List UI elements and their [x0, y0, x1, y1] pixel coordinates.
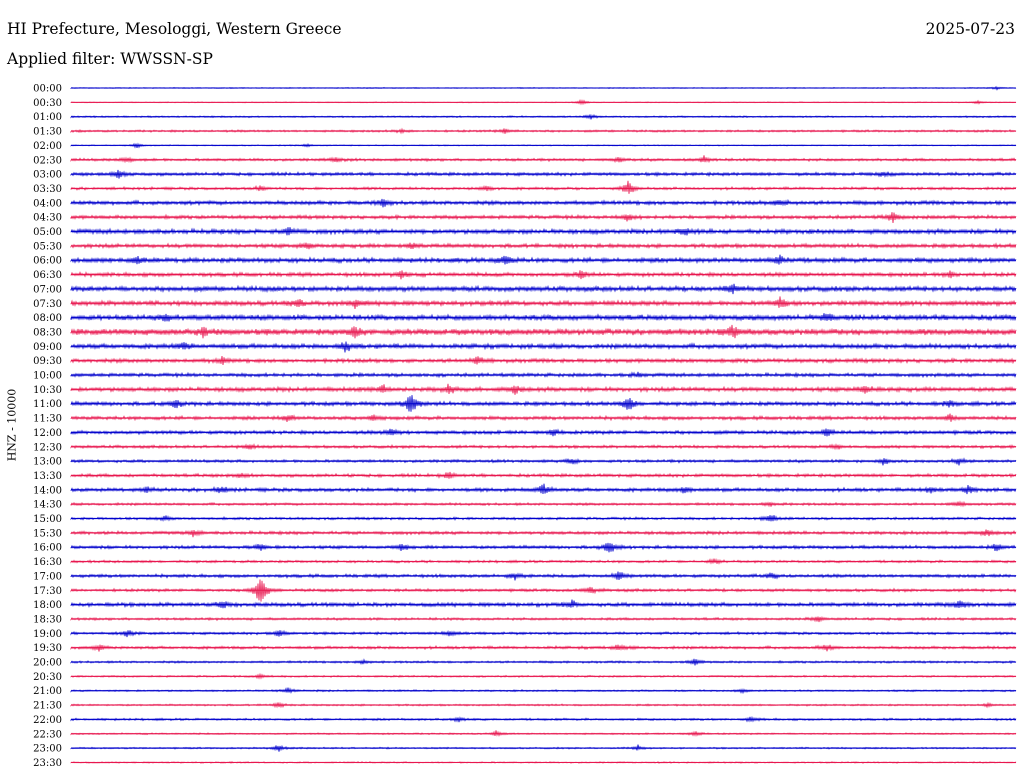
- seismic-trace-0230: [70, 155, 1017, 164]
- time-tick-label: 22:30: [33, 729, 62, 740]
- time-tick-label: 04:30: [33, 213, 62, 224]
- seismic-trace-2230: [70, 730, 1017, 737]
- station-title: HI Prefecture, Mesologgi, Western Greece: [7, 20, 342, 38]
- seismic-trace-0900: [70, 341, 1017, 353]
- seismic-trace-1300: [70, 457, 1017, 466]
- time-tick-label: 16:30: [33, 557, 62, 568]
- time-tick-label: 10:30: [33, 385, 62, 396]
- time-tick-label: 01:00: [33, 112, 62, 123]
- time-tick-label: 09:00: [33, 342, 62, 353]
- time-tick-label: 17:00: [33, 571, 62, 582]
- seismic-trace-0330: [70, 180, 1017, 194]
- time-tick-label: 02:00: [33, 141, 62, 152]
- time-tick-label: 18:30: [33, 614, 62, 625]
- time-tick-label: 07:30: [33, 299, 62, 310]
- time-tick-label: 06:30: [33, 270, 62, 281]
- seismic-trace-0600: [70, 254, 1017, 265]
- time-tick-label: 12:30: [33, 442, 62, 453]
- time-tick-label: 23:30: [33, 758, 62, 769]
- time-tick-label: 14:00: [33, 485, 62, 496]
- time-tick-label: 22:00: [33, 715, 62, 726]
- time-tick-label: 03:30: [33, 184, 62, 195]
- seismic-trace-1800: [70, 599, 1017, 609]
- time-tick-label: 15:30: [33, 528, 62, 539]
- time-tick-label: 18:00: [33, 600, 62, 611]
- time-tick-label: 09:30: [33, 356, 62, 367]
- time-tick-label: 00:00: [33, 84, 62, 95]
- time-tick-label: 05:30: [33, 241, 62, 252]
- filter-label: Applied filter: WWSSN-SP: [7, 50, 213, 68]
- time-tick-label: 07:00: [33, 284, 62, 295]
- time-tick-label: 10:00: [33, 371, 62, 382]
- seismic-trace-0730: [70, 296, 1017, 310]
- seismic-trace-0930: [70, 356, 1017, 365]
- time-tick-label: 21:00: [33, 686, 62, 697]
- time-tick-label: 01:30: [33, 127, 62, 138]
- time-tick-label: 04:00: [33, 198, 62, 209]
- seismic-trace-1530: [70, 529, 1017, 538]
- time-tick-label: 15:00: [33, 514, 62, 525]
- time-tick-label: 06:00: [33, 256, 62, 267]
- time-tick-label: 02:30: [33, 155, 62, 166]
- time-tick-label: 03:00: [33, 170, 62, 181]
- time-tick-label: 17:30: [33, 586, 62, 597]
- time-tick-label: 13:00: [33, 457, 62, 468]
- time-tick-label: 11:00: [33, 399, 62, 410]
- time-tick-label: 13:30: [33, 471, 62, 482]
- seismic-trace-1400: [70, 483, 1017, 495]
- time-tick-label: 00:30: [33, 98, 62, 109]
- time-tick-label: 20:30: [33, 672, 62, 683]
- time-tick-label: 14:30: [33, 500, 62, 511]
- time-tick-label: 08:00: [33, 313, 62, 324]
- time-tick-label: 21:30: [33, 701, 62, 712]
- time-tick-label: 11:30: [33, 414, 62, 425]
- time-tick-label: 12:00: [33, 428, 62, 439]
- date-label: 2025-07-23: [925, 20, 1015, 38]
- time-tick-label: 05:00: [33, 227, 62, 238]
- time-tick-label: 16:00: [33, 543, 62, 554]
- time-tick-label: 23:00: [33, 744, 62, 755]
- time-tick-label: 20:00: [33, 658, 62, 669]
- time-tick-label: 19:00: [33, 629, 62, 640]
- time-tick-label: 19:30: [33, 643, 62, 654]
- time-tick-label: 08:30: [33, 327, 62, 338]
